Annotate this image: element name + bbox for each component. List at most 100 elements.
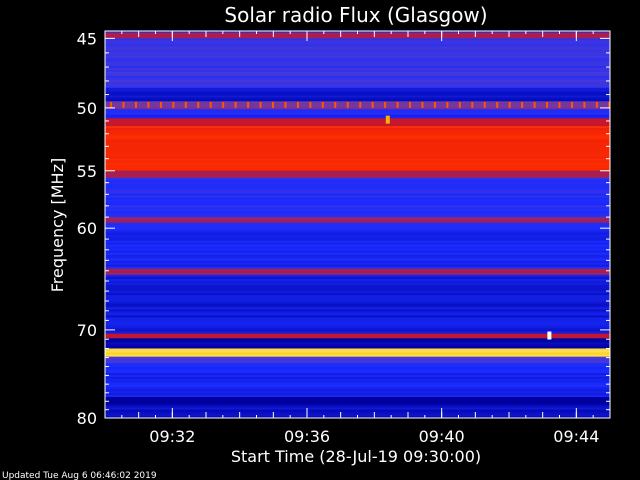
y-axis: 45 50 55 60 70 80 [77, 29, 610, 428]
heatmap-row [105, 321, 610, 324]
heatmap-row [105, 193, 610, 196]
heatmap-row [105, 403, 610, 406]
heatmap-row [105, 258, 610, 261]
heatmap-row [105, 395, 610, 398]
heatmap-row [105, 385, 610, 388]
heatmap-row [105, 181, 610, 185]
heatmap-row [105, 156, 610, 159]
interference-mark [197, 101, 200, 108]
interference-mark [496, 101, 499, 108]
heatmap-row [105, 260, 610, 263]
heatmap-row [105, 222, 610, 225]
heatmap-row [105, 375, 610, 378]
heatmap-row [105, 323, 610, 326]
interference-mark [570, 101, 573, 108]
interference-mark [284, 101, 287, 108]
heatmap-row [105, 172, 610, 175]
heatmap-row [105, 120, 610, 123]
heatmap-row [105, 83, 610, 87]
heatmap-row [105, 77, 610, 81]
heatmap-row [105, 105, 610, 108]
interference-mark [321, 101, 324, 108]
heatmap-row [105, 340, 610, 343]
interference-mark [346, 101, 349, 108]
interference-mark [147, 101, 150, 108]
heatmap-row [105, 95, 610, 98]
heatmap-row [105, 360, 610, 364]
heatmap-row [105, 407, 610, 410]
heatmap-row [105, 254, 610, 257]
heatmap-row [105, 218, 610, 222]
heatmap-row [105, 327, 610, 330]
burst-point [385, 115, 390, 124]
interference-mark [371, 101, 374, 108]
heatmap-row [105, 146, 610, 149]
chart-title: Solar radio Flux (Glasgow) [224, 3, 487, 27]
heatmap-row [105, 213, 610, 216]
heatmap-row [105, 75, 610, 79]
plot-area [104, 30, 611, 419]
interference-mark [271, 101, 274, 108]
heatmap-row [105, 79, 610, 83]
interference-mark [421, 101, 424, 108]
heatmap-row [105, 329, 610, 332]
y-tick-label: 80 [77, 409, 97, 428]
x-tick-label: 09:40 [419, 427, 465, 446]
heatmap-row [105, 282, 610, 286]
y-tick-label: 45 [77, 29, 97, 48]
heatmap-row [105, 215, 610, 218]
interference-mark [396, 101, 399, 108]
heatmap-row [105, 278, 610, 282]
heatmap-row [105, 87, 610, 91]
interference-mark [483, 101, 486, 108]
interference-mark [458, 101, 461, 108]
heatmap-row [105, 71, 610, 75]
heatmap-row [105, 309, 610, 312]
heatmap-row [105, 371, 610, 374]
heatmap-row [105, 331, 610, 334]
heatmap-row [105, 162, 610, 165]
heatmap-row [105, 220, 610, 223]
x-tick-label: 09:32 [149, 427, 195, 446]
heatmap-row [105, 393, 610, 396]
heatmap-row [105, 354, 610, 357]
heatmap-row [105, 362, 610, 366]
heatmap-row [105, 203, 610, 206]
interference-mark [184, 101, 187, 108]
heatmap-row [105, 303, 610, 306]
heatmap-row [105, 383, 610, 386]
heatmap-row [105, 411, 610, 415]
heatmap-row [105, 85, 610, 89]
heatmap-row [105, 66, 610, 69]
heatmap-row [105, 48, 610, 51]
heatmap-row [105, 342, 610, 345]
heatmap-row [105, 40, 610, 43]
x-tick-label: 09:36 [284, 427, 330, 446]
heatmap-row [105, 268, 610, 272]
heatmap-row [105, 107, 610, 110]
heatmap-row [105, 122, 610, 125]
heatmap-row [105, 299, 610, 302]
heatmap-row [105, 112, 610, 116]
heatmap-row [105, 272, 610, 276]
heatmap-row [105, 270, 610, 274]
heatmap-row [105, 164, 610, 168]
x-axis-label: Start Time (28-Jul-19 09:30:00) [231, 447, 481, 466]
heatmap-row [105, 366, 610, 370]
heatmap-row [105, 209, 610, 212]
heatmap-row [105, 191, 610, 194]
x-axis: 09:32 09:36 09:40 09:44 [104, 31, 611, 446]
heatmap-row [105, 62, 610, 65]
heatmap-row [105, 346, 610, 349]
heatmap-row [105, 81, 610, 85]
interference-mark [234, 101, 237, 108]
heatmap-row [105, 60, 610, 63]
interference-mark [595, 101, 598, 108]
heatmap-row [105, 189, 610, 192]
heatmap-row [105, 379, 610, 382]
heatmap-row [105, 405, 610, 408]
heatmap-row [105, 99, 610, 102]
heatmap-row [105, 140, 610, 143]
heatmap-row [105, 224, 610, 227]
